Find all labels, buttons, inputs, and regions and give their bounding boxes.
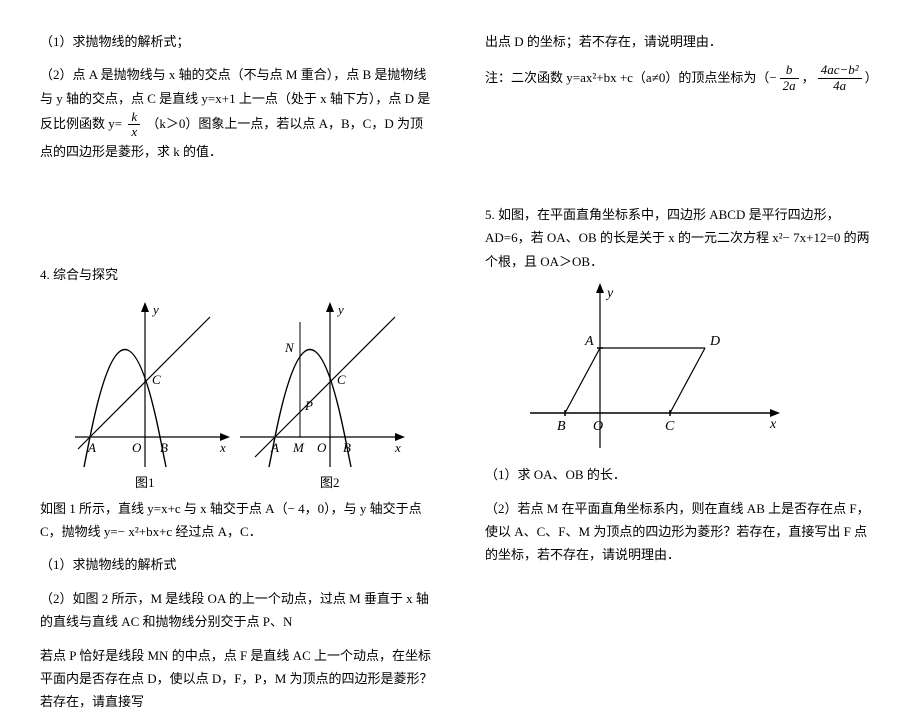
label-B1: B [160, 440, 168, 455]
p4-title: 4. 综合与探究 [40, 263, 435, 286]
frac-den: x [128, 125, 140, 139]
figure-2: y x N P C A M [235, 302, 410, 492]
axis-x-label-2: x [394, 440, 401, 455]
frac-4ac: 4ac−b² 4a [818, 63, 862, 93]
fig1-caption: 图1 [135, 475, 155, 490]
p4-body3: （2）如图 2 所示，M 是线段 OA 的上一个动点，过点 M 垂直于 x 轴的… [40, 587, 435, 634]
p4-body2: （1）求抛物线的解析式 [40, 553, 435, 576]
p3-q2: （2）点 A 是抛物线与 x 轴的交点（不与点 M 重合），点 B 是抛物线与 … [40, 63, 435, 163]
p3-right2b: ， [802, 66, 815, 89]
label-C5: C [665, 419, 675, 434]
axis-y-label: y [151, 302, 159, 317]
figure-5: y x A D B O C [525, 283, 785, 458]
p4-body1: 如图 1 所示，直线 y=x+c 与 x 轴交于点 A（− 4，0），与 y 轴… [40, 497, 435, 544]
label-A2: A [270, 440, 279, 455]
label-A1: A [87, 440, 96, 455]
frac-b2a: b 2a [780, 63, 799, 93]
label-A5: A [584, 334, 594, 349]
label-P: P [304, 398, 313, 413]
label-O5: O [593, 419, 603, 434]
label-C2: C [337, 372, 346, 387]
label-C1: C [152, 372, 161, 387]
label-O1: O [132, 440, 142, 455]
label-M: M [292, 440, 305, 455]
axis-x-label: x [219, 440, 226, 455]
p3-right1: 出点 D 的坐标；若不存在，请说明理由． [485, 30, 880, 53]
axis-x-label-5: x [769, 417, 777, 432]
label-O2: O [317, 440, 327, 455]
p5-title: 5. 如图，在平面直角坐标系中，四边形 ABCD 是平行四边形，AD=6，若 O… [485, 203, 880, 273]
label-B2: B [343, 440, 351, 455]
p3-right2c: ） [865, 66, 878, 89]
axis-y-label-5: y [605, 286, 614, 301]
frac-b2a-den: 2a [780, 79, 799, 93]
p3-q1: （1）求抛物线的解析式； [40, 30, 435, 53]
p5-body1: （1）求 OA、OB 的长． [485, 463, 880, 486]
label-B5: B [557, 419, 566, 434]
label-D5: D [709, 334, 720, 349]
frac-4ac-den: 4a [818, 79, 862, 93]
p4-figures: y x C A O B 图1 [40, 297, 435, 497]
label-N: N [284, 340, 295, 355]
frac-b2a-num: b [780, 63, 799, 78]
p4-body4: 若点 P 恰好是线段 MN 的中点，点 F 是直线 AC 上一个动点，在坐标平面… [40, 644, 435, 714]
p5-body2: （2）若点 M 在平面直角坐标系内，则在直线 AB 上是否存在点 F，使以 A、… [485, 497, 880, 567]
right-column: 出点 D 的坐标；若不存在，请说明理由． 注：二次函数 y=ax²+bx +c（… [485, 30, 880, 724]
fig2-caption: 图2 [320, 475, 340, 490]
p3-right2a: 注：二次函数 y=ax²+bx +c（a≠0）的顶点坐标为（− [485, 66, 777, 89]
frac-k-x: k x [128, 110, 140, 140]
frac-num: k [128, 110, 140, 125]
axis-y-label-2: y [336, 302, 344, 317]
left-column: （1）求抛物线的解析式； （2）点 A 是抛物线与 x 轴的交点（不与点 M 重… [40, 30, 435, 724]
frac-4ac-num: 4ac−b² [818, 63, 862, 78]
figure-1: y x C A O B 图1 [70, 302, 235, 492]
p3-right2: 注：二次函数 y=ax²+bx +c（a≠0）的顶点坐标为（− b 2a ， 4… [485, 63, 880, 93]
